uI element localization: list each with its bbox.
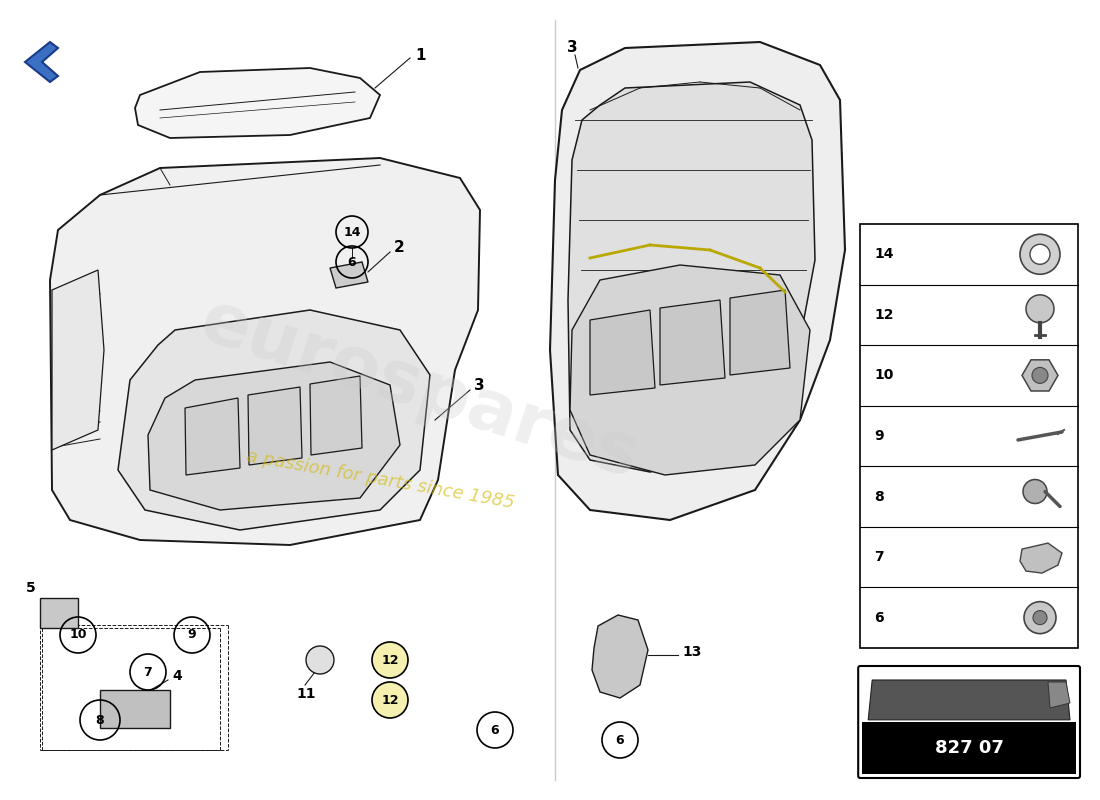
Text: 6: 6 bbox=[491, 723, 499, 737]
Polygon shape bbox=[660, 300, 725, 385]
Polygon shape bbox=[550, 42, 845, 520]
Polygon shape bbox=[135, 68, 380, 138]
FancyBboxPatch shape bbox=[100, 690, 170, 728]
Text: 1: 1 bbox=[415, 47, 426, 62]
Text: 2: 2 bbox=[394, 241, 405, 255]
Text: 12: 12 bbox=[382, 654, 398, 666]
Text: 6: 6 bbox=[348, 255, 356, 269]
Circle shape bbox=[1026, 295, 1054, 323]
Polygon shape bbox=[50, 158, 480, 545]
Circle shape bbox=[1030, 244, 1050, 264]
Circle shape bbox=[306, 646, 334, 674]
Text: a passion for parts since 1985: a passion for parts since 1985 bbox=[244, 447, 516, 513]
Polygon shape bbox=[118, 310, 430, 530]
Text: 827 07: 827 07 bbox=[935, 739, 1003, 757]
Polygon shape bbox=[868, 680, 1070, 720]
Text: 10: 10 bbox=[69, 629, 87, 642]
Text: 9: 9 bbox=[188, 629, 196, 642]
Text: 8: 8 bbox=[874, 490, 884, 503]
Circle shape bbox=[1024, 602, 1056, 634]
FancyBboxPatch shape bbox=[858, 666, 1080, 778]
Polygon shape bbox=[52, 270, 104, 450]
Text: 6: 6 bbox=[874, 610, 883, 625]
Circle shape bbox=[372, 642, 408, 678]
Text: 11: 11 bbox=[296, 687, 316, 701]
Text: 7: 7 bbox=[144, 666, 153, 678]
Polygon shape bbox=[330, 262, 369, 288]
Polygon shape bbox=[310, 376, 362, 455]
Polygon shape bbox=[148, 362, 400, 510]
Text: 6: 6 bbox=[616, 734, 625, 746]
Text: 14: 14 bbox=[343, 226, 361, 238]
Polygon shape bbox=[248, 387, 302, 465]
Text: 7: 7 bbox=[874, 550, 883, 564]
Text: 3: 3 bbox=[474, 378, 485, 394]
Polygon shape bbox=[185, 398, 240, 475]
Text: 9: 9 bbox=[874, 429, 883, 443]
Polygon shape bbox=[592, 615, 648, 698]
Text: 12: 12 bbox=[874, 308, 893, 322]
Circle shape bbox=[1033, 610, 1047, 625]
FancyBboxPatch shape bbox=[40, 598, 78, 628]
Text: 10: 10 bbox=[874, 368, 893, 382]
Text: 12: 12 bbox=[382, 694, 398, 706]
Text: 13: 13 bbox=[682, 645, 702, 659]
Circle shape bbox=[1032, 367, 1048, 383]
Text: 4: 4 bbox=[172, 669, 182, 683]
Text: 14: 14 bbox=[874, 247, 893, 262]
Polygon shape bbox=[1048, 682, 1070, 708]
Polygon shape bbox=[25, 42, 58, 82]
Polygon shape bbox=[1022, 360, 1058, 391]
Text: 8: 8 bbox=[96, 714, 104, 726]
Text: eurospares: eurospares bbox=[192, 286, 648, 494]
Polygon shape bbox=[1020, 543, 1062, 573]
Polygon shape bbox=[568, 82, 815, 472]
Text: 5: 5 bbox=[26, 581, 36, 595]
FancyBboxPatch shape bbox=[862, 722, 1076, 774]
Polygon shape bbox=[570, 265, 810, 475]
Polygon shape bbox=[730, 290, 790, 375]
Text: 3: 3 bbox=[566, 41, 578, 55]
Circle shape bbox=[1023, 479, 1047, 503]
Polygon shape bbox=[590, 310, 654, 395]
Circle shape bbox=[372, 682, 408, 718]
Circle shape bbox=[1020, 234, 1060, 274]
